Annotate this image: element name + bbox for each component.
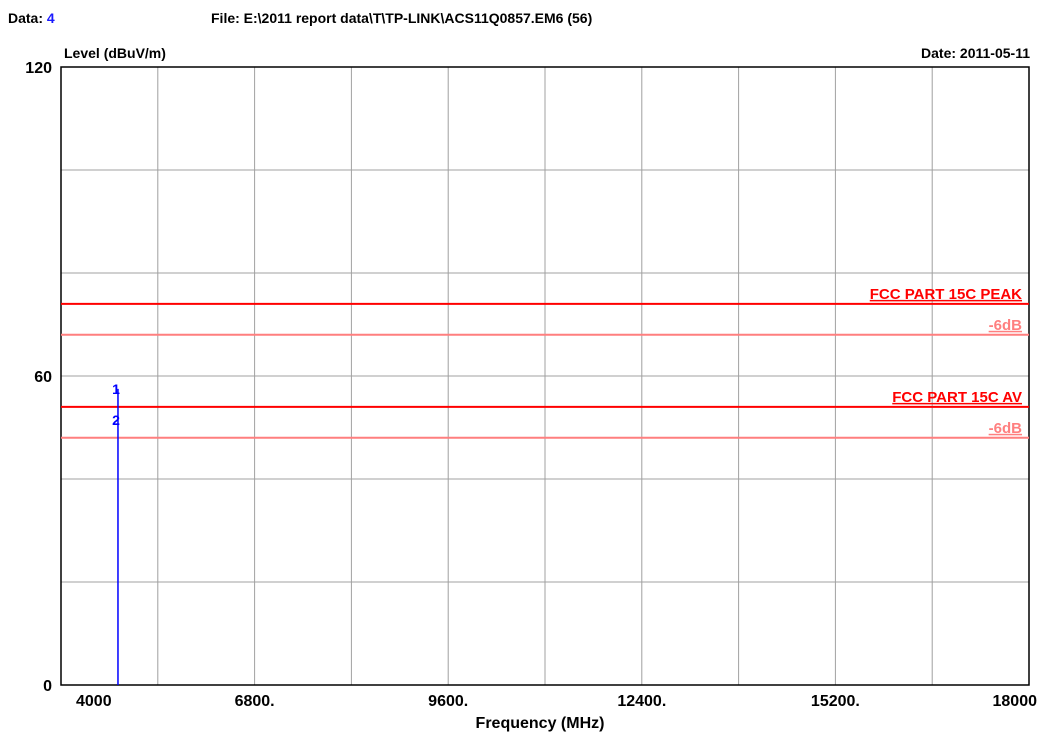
marker-label: 1 <box>112 381 120 397</box>
limit-line-label: FCC PART 15C PEAK <box>870 286 1022 303</box>
marker-label: 2 <box>112 412 120 428</box>
x-tick-label: 4000 <box>76 693 112 710</box>
data-number-label: Data: 4 <box>8 10 55 26</box>
file-path-label: File: E:\2011 report data\T\TP-LINK\ACS1… <box>211 10 593 26</box>
data-number-value: 4 <box>46 10 55 26</box>
x-axis-label: Frequency (MHz) <box>476 715 605 732</box>
y-tick-label: 60 <box>34 369 52 386</box>
x-tick-label: 9600. <box>428 693 468 710</box>
x-tick-label: 6800. <box>235 693 275 710</box>
x-tick-label: 18000 <box>993 693 1038 710</box>
x-tick-label: 12400. <box>617 693 666 710</box>
y-tick-label: 120 <box>25 60 52 77</box>
y-axis-label: Level (dBuV/m) <box>64 45 166 61</box>
x-tick-label: 15200. <box>811 693 860 710</box>
data-label-text: Data: <box>8 10 44 26</box>
date-label: Date: 2011-05-11 <box>921 45 1030 61</box>
y-tick-label: 0 <box>43 678 52 695</box>
limit-line-label: -6dB <box>989 420 1023 437</box>
plot-frame <box>60 66 1030 686</box>
limit-line-label: FCC PART 15C AV <box>892 389 1022 406</box>
limit-line-label: -6dB <box>989 317 1023 334</box>
